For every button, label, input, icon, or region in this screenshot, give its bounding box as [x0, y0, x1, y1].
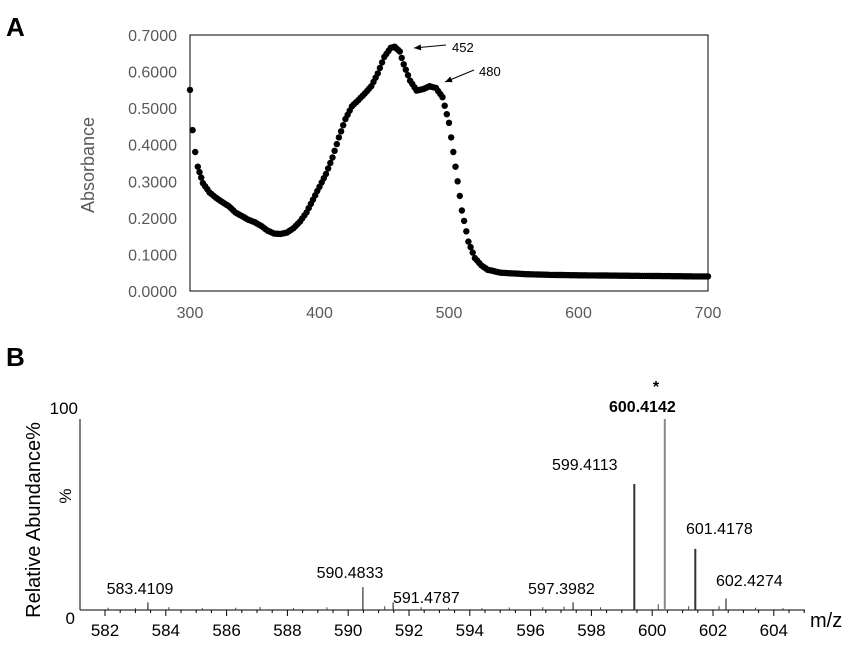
chart-a-x-tick-label: 500 — [436, 305, 463, 322]
chart-a-data-point — [333, 140, 340, 148]
chart-a-data-point — [335, 134, 343, 141]
chart-b-x-tick-label: 586 — [212, 621, 240, 640]
chart-b-x-tick-label: 600 — [638, 621, 666, 640]
chart-a-x-tick-label: 300 — [177, 305, 204, 322]
chart-b-x-tick-label: 604 — [760, 621, 788, 640]
chart-a-data-point — [398, 54, 405, 62]
chart-a-y-tick-label: 0.3000 — [128, 174, 177, 191]
chart-b-peak-label: 600.4142 — [609, 399, 676, 416]
chart-a-data-point — [469, 249, 476, 256]
chart-a-data-points — [186, 43, 712, 280]
chart-a-data-point — [331, 147, 338, 154]
chart-a-data-point — [456, 192, 463, 200]
chart-b-x-tick-label: 598 — [577, 621, 605, 640]
chart-a-data-point — [465, 238, 472, 245]
chart-a-data-point — [322, 170, 330, 178]
chart-a-data-point — [467, 243, 474, 251]
chart-b-peak-label: 583.4109 — [107, 581, 174, 598]
chart-a-data-point — [196, 168, 203, 176]
chart-b-x-tick-label: 584 — [152, 621, 180, 640]
chart-b-peak-label: 590.4833 — [317, 565, 384, 582]
panel-a-label: A — [6, 12, 25, 42]
chart-b-x-tick-label: 582 — [91, 621, 119, 640]
chart-a-data-point — [186, 86, 194, 94]
chart-a-annotation-arrowhead — [445, 76, 453, 83]
chart-a-data-point — [443, 111, 450, 118]
chart-a-data-point — [439, 94, 446, 101]
chart-a-annotations: 452 480 — [413, 40, 501, 83]
chart-a-plot-frame — [189, 34, 709, 292]
chart-b-x-tick-label: 596 — [516, 621, 544, 640]
chart-a-data-point — [402, 66, 409, 73]
chart-b-x-tick-label: 592 — [395, 621, 423, 640]
chart-a-data-point — [452, 163, 459, 170]
chart-a-y-tick-label: 0.0000 — [128, 284, 177, 301]
chart-a-y-tick-label: 0.7000 — [128, 28, 177, 45]
chart-a-data-point — [396, 48, 403, 55]
panel-b-label: B — [6, 342, 25, 372]
chart-a-data-point — [704, 273, 712, 280]
chart-a-y-tick-label: 0.5000 — [128, 101, 177, 118]
chart-a-x-tick-label: 400 — [306, 305, 333, 322]
chart-b-x-tick-label: 594 — [456, 621, 484, 640]
chart-a-data-point — [448, 134, 455, 141]
chart-a-data-point — [454, 178, 461, 185]
chart-b-peak-labels: 583.4109 590.4833 591.4787 597.3982 599.4113… — [107, 379, 783, 607]
chart-b-y-axis-title: Relative Abundance% — [23, 422, 45, 618]
chart-a-data-point — [194, 163, 201, 170]
chart-a-data-point — [374, 70, 381, 77]
chart-a-y-tick-label: 0.4000 — [128, 138, 177, 155]
chart-a-data-point — [340, 122, 347, 129]
chart-b-peak-label: 591.4787 — [393, 590, 460, 607]
chart-b-peaks — [107, 419, 784, 610]
chart-b-base-peak-marker: * — [653, 379, 660, 396]
chart-b-y-axis-secondary-title: % — [56, 488, 75, 503]
chart-a-x-tick-label: 700 — [695, 305, 722, 322]
chart-a-data-point — [404, 72, 412, 79]
chart-b-x-tick-label: 590 — [334, 621, 362, 640]
chart-a-annotation-arrowhead — [414, 44, 422, 51]
chart-a-data-point — [450, 148, 457, 156]
chart-a-annotation-label: 480 — [479, 64, 501, 79]
chart-a-data-point — [445, 119, 453, 127]
chart-a-x-tick-label: 600 — [565, 305, 592, 322]
chart-b-x-tick-label: 588 — [273, 621, 301, 640]
chart-b-y-top-label: 100 — [50, 399, 78, 418]
chart-b-y-zero-label: 0 — [66, 609, 75, 628]
chart-a-data-point — [327, 159, 334, 167]
chart-b-peak-label: 599.4113 — [552, 457, 618, 474]
chart-a-data-point — [376, 64, 384, 72]
chart-b-x-tick-label: 602 — [699, 621, 727, 640]
chart-b-x-axis-title: m/z — [810, 610, 842, 632]
chart-b-peak-label: 601.4178 — [686, 521, 753, 538]
chart-a-data-point — [378, 59, 386, 66]
chart-a-data-point — [198, 174, 205, 181]
chart-b-x-ticks: 582 584 586 588 590 592 594 596 598 600 602 604 — [91, 610, 805, 640]
chart-a-data-point — [463, 228, 470, 235]
chart-a-y-tick-label: 0.1000 — [128, 247, 177, 264]
chart-b-peak-label: 597.3982 — [528, 581, 595, 598]
chart-a-data-point — [441, 102, 448, 109]
chart-a-data-point — [329, 154, 336, 161]
chart-a-x-ticks: 300 400 500 600 700 — [177, 305, 722, 322]
chart-a-y-tick-label: 0.2000 — [128, 211, 177, 228]
chart-a-y-axis-title: Absorbance — [78, 117, 98, 213]
chart-a-data-point — [192, 148, 199, 156]
chart-a-data-point — [460, 217, 468, 225]
chart-a-data-point — [337, 128, 345, 135]
chart-a-data-point — [400, 61, 407, 68]
chart-a-data-point — [458, 207, 466, 214]
chart-a-data-point — [324, 165, 332, 172]
chart-a-annotation-label: 452 — [452, 40, 474, 55]
chart-a-data-point — [189, 126, 196, 134]
chart-a-y-ticks: 0.0000 0.1000 0.2000 0.3000 0.4000 0.5000 0.60… — [128, 28, 177, 301]
chart-a-y-tick-label: 0.6000 — [128, 65, 177, 82]
chart-b-peak-label: 602.4274 — [716, 573, 783, 590]
